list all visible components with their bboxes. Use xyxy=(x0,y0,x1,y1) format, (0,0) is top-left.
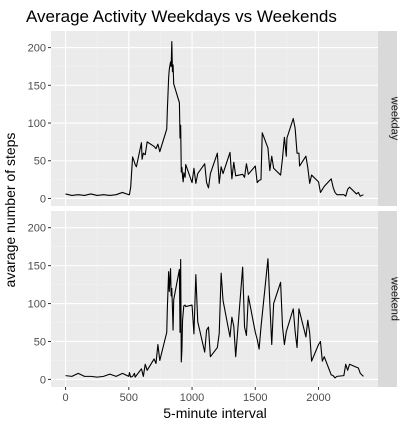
y-tick-label: 50 xyxy=(34,336,46,348)
y-tick-label: 200 xyxy=(28,223,46,235)
facet-strip-label-weekday: weekday xyxy=(389,96,401,141)
x-axis-title: 5-minute interval xyxy=(163,405,267,421)
y-tick-label: 50 xyxy=(34,156,46,168)
facet-panels: 0 50 100 150 200 weekday 0 50 100 150 200 weekend xyxy=(28,31,401,387)
chart-title: Average Activity Weekdays vs Weekends xyxy=(26,7,337,26)
x-tick-label: 500 xyxy=(120,392,138,404)
y-tick-label: 200 xyxy=(28,43,46,55)
y-tick-label: 0 xyxy=(40,193,46,205)
y-tick-label: 100 xyxy=(28,299,46,311)
y-tick-label: 150 xyxy=(28,80,46,92)
y-tick-label: 100 xyxy=(28,118,46,130)
x-tick-label: 1500 xyxy=(243,392,267,404)
x-tick-label: 0 xyxy=(62,392,68,404)
facet-strip xyxy=(378,211,397,387)
panel-weekend: 0 50 100 150 200 weekend xyxy=(28,211,401,387)
series-line-weekday xyxy=(65,41,364,197)
series-line-weekend xyxy=(65,258,364,379)
panel-background xyxy=(51,31,378,206)
y-axis-title: avarage number of steps xyxy=(2,133,18,288)
y-tick-label: 0 xyxy=(40,374,46,386)
y-tick-label: 150 xyxy=(28,261,46,273)
x-axis: 0 500 1000 1500 2000 xyxy=(62,387,331,404)
facet-strip xyxy=(378,31,397,206)
panel-weekday: 0 50 100 150 200 weekday xyxy=(28,31,401,206)
x-tick-label: 2000 xyxy=(306,392,330,404)
facet-strip-label-weekend: weekend xyxy=(389,276,401,321)
x-tick-label: 1000 xyxy=(180,392,204,404)
